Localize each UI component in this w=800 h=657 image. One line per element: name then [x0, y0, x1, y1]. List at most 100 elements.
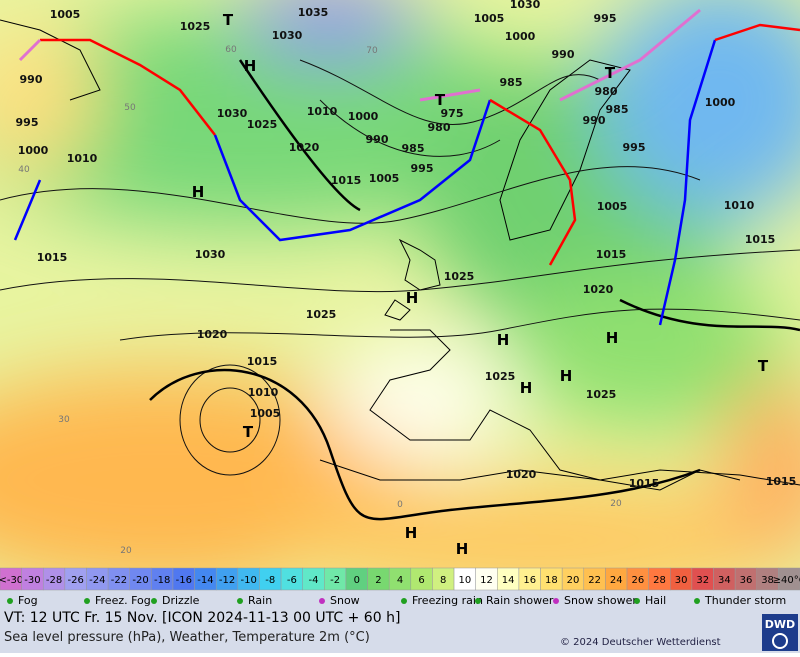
pressure-label: 1015 — [247, 355, 278, 368]
color-label: 28 — [653, 575, 666, 586]
isobars — [0, 59, 800, 476]
color-label: -14 — [197, 575, 213, 586]
color-label: 0 — [354, 575, 360, 586]
color-label: 38 — [761, 575, 774, 586]
pressure-label: 1010 — [307, 105, 338, 118]
color-label: -10 — [240, 575, 256, 586]
pressure-label: 995 — [411, 162, 434, 175]
pressure-label: 1000 — [348, 110, 379, 123]
pressure-label: 1015 — [629, 477, 660, 490]
pressure-label: 1025 — [586, 388, 617, 401]
pressure-label: 1015 — [766, 475, 797, 488]
legend-symbol — [84, 598, 90, 604]
temperature-label: 20 — [610, 499, 622, 509]
description: Sea level pressure (hPa), Weather, Tempe… — [4, 630, 370, 645]
pressure-label: 985 — [402, 142, 425, 155]
color-label: 32 — [696, 575, 709, 586]
color-label: -20 — [132, 575, 148, 586]
legend-symbol — [237, 598, 243, 604]
pressure-label: 1035 — [298, 6, 329, 19]
legend-symbol — [634, 598, 640, 604]
color-label: -22 — [111, 575, 127, 586]
temperature-label: 60 — [225, 45, 237, 55]
color-label: -28 — [46, 575, 62, 586]
pressure-label: 990 — [583, 114, 606, 127]
pressure-center: H — [456, 540, 469, 558]
color-label: 24 — [610, 575, 623, 586]
color-label: 10 — [458, 575, 471, 586]
dwd-logo — [762, 614, 798, 651]
color-label: <-30 — [0, 575, 23, 586]
pressure-center: H — [560, 367, 573, 385]
color-label: 14 — [502, 575, 515, 586]
color-label: 8 — [440, 575, 446, 586]
color-label: 2 — [375, 575, 381, 586]
color-label: -8 — [265, 575, 275, 586]
pressure-center: H — [406, 289, 419, 307]
color-label: 22 — [588, 575, 601, 586]
legend-item: Fog — [18, 594, 38, 607]
pressure-label: 980 — [428, 121, 451, 134]
color-label: 16 — [523, 575, 536, 586]
color-label: 30 — [675, 575, 688, 586]
pressure-label: 1030 — [272, 29, 303, 42]
color-label: -12 — [219, 575, 235, 586]
map: 1005102510351030103010051000995990985980… — [0, 0, 800, 568]
logo-text: DWD — [765, 618, 795, 631]
legend-symbol — [475, 598, 481, 604]
pressure-label: 1015 — [596, 248, 627, 261]
pressure-label: 980 — [595, 85, 618, 98]
color-label: -18 — [154, 575, 170, 586]
pressure-center: T — [758, 357, 769, 375]
color-label: 12 — [480, 575, 493, 586]
legend-symbol — [694, 598, 700, 604]
pressure-center: T — [243, 423, 254, 441]
color-label: -30 — [24, 575, 40, 586]
pressure-label: 1030 — [217, 107, 248, 120]
pressure-label: 1005 — [50, 8, 81, 21]
legend-symbol — [151, 598, 157, 604]
color-label: -24 — [89, 575, 105, 586]
valid-time: VT: 12 UTC Fr. 15 Nov. [ICON 2024-11-13 … — [4, 610, 400, 626]
pressure-center: T — [605, 64, 616, 82]
color-label: -16 — [176, 575, 192, 586]
color-label: 4 — [397, 575, 403, 586]
temperature-label: 70 — [366, 46, 378, 56]
legend-symbol — [553, 598, 559, 604]
color-label: 18 — [545, 575, 558, 586]
color-label: -26 — [68, 575, 84, 586]
pressure-label: 990 — [366, 133, 389, 146]
color-label: 6 — [418, 575, 424, 586]
pressure-label: 1005 — [597, 200, 628, 213]
pressure-label: 975 — [441, 107, 464, 120]
copyright: © 2024 Deutscher Wetterdienst — [560, 637, 721, 648]
pressure-label: 1015 — [331, 174, 362, 187]
pressure-label: 1010 — [248, 386, 279, 399]
pressure-label: 1000 — [705, 96, 736, 109]
pressure-label: 985 — [606, 103, 629, 116]
legend-item: Freezing rain — [412, 594, 483, 607]
pressure-label: 1020 — [289, 141, 320, 154]
pressure-label: 1025 — [180, 20, 211, 33]
pressure-label: 1030 — [510, 0, 541, 11]
color-label: 26 — [631, 575, 644, 586]
warm-front — [40, 38, 216, 136]
occlusion — [18, 8, 701, 102]
legend-item: Drizzle — [162, 594, 200, 607]
logo-swirl — [772, 633, 788, 649]
pressure-label: 1000 — [505, 30, 536, 43]
color-label: 34 — [718, 575, 731, 586]
legend-symbol — [319, 598, 325, 604]
pressure-label: 1025 — [247, 118, 278, 131]
pressure-center: H — [244, 57, 257, 75]
cold-front — [13, 39, 717, 326]
pressure-label: 1025 — [306, 308, 337, 321]
pressure-label: 1000 — [18, 144, 49, 157]
color-label: -6 — [287, 575, 297, 586]
legend-item: Snow shower — [564, 594, 637, 607]
warm-front — [714, 23, 800, 42]
pressure-label: 990 — [20, 73, 43, 86]
pressure-label: 995 — [16, 116, 39, 129]
legend-item: Rain — [248, 594, 272, 607]
